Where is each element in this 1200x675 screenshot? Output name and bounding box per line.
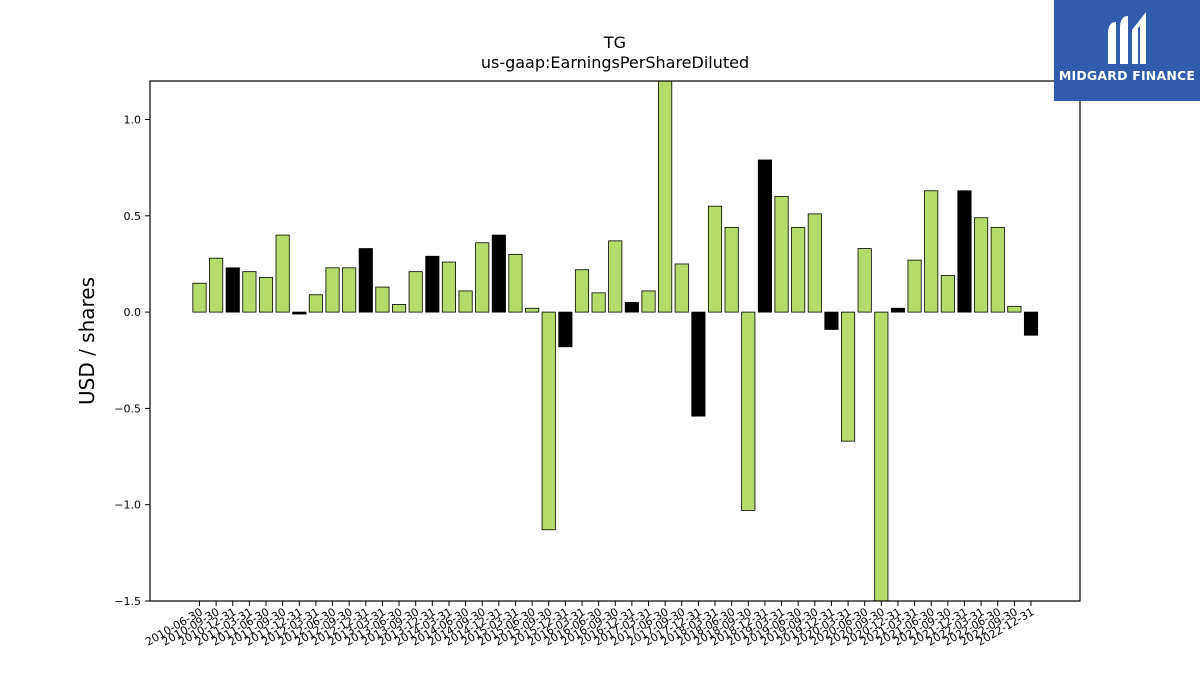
- midgard-logo-icon: [1108, 12, 1146, 64]
- bar: [392, 304, 407, 313]
- bar: [558, 311, 573, 348]
- bar: [508, 253, 523, 313]
- y-tick-label: 0.0: [124, 306, 142, 319]
- y-axis-label: USD / shares: [75, 277, 99, 405]
- y-tick-label: −1.5: [114, 595, 141, 608]
- bar: [957, 190, 972, 313]
- bar: [824, 311, 839, 330]
- bar: [940, 275, 955, 313]
- bar: [258, 277, 274, 313]
- bar: [325, 267, 340, 313]
- bar: [890, 307, 906, 313]
- bar: [741, 311, 756, 511]
- bar: [358, 248, 373, 313]
- bar: [608, 240, 623, 313]
- bar: [375, 286, 390, 313]
- bar: [707, 205, 723, 313]
- bar: [441, 261, 456, 313]
- bar: [641, 290, 656, 313]
- bar: [192, 282, 207, 313]
- bar: [757, 159, 772, 313]
- bar: [1023, 311, 1039, 336]
- bar: [691, 311, 706, 417]
- bar: [591, 292, 606, 313]
- bar: [807, 213, 822, 313]
- bar: [774, 196, 789, 313]
- bars: [192, 80, 1039, 602]
- bar: [242, 271, 257, 313]
- bar: [292, 311, 307, 315]
- bar: [624, 302, 639, 313]
- bar: [907, 259, 922, 313]
- bar: [974, 217, 989, 313]
- bar: [1007, 305, 1022, 313]
- bar: [874, 311, 889, 602]
- brand-logo-text: MIDGARD FINANCE: [1058, 68, 1196, 83]
- bar: [541, 311, 556, 531]
- bar: [990, 226, 1005, 313]
- bar: [857, 248, 872, 313]
- bar: [475, 242, 490, 313]
- y-tick-label: 0.5: [124, 210, 142, 223]
- bar: [924, 190, 939, 313]
- bar: [791, 226, 806, 313]
- bar: [458, 290, 473, 313]
- plot-frame: [149, 80, 1081, 602]
- bar: [724, 226, 739, 313]
- bar: [209, 257, 224, 313]
- bar: [841, 311, 856, 442]
- bar: [408, 271, 423, 313]
- chart-subtitle: us-gaap:EarningsPerShareDiluted: [481, 53, 749, 72]
- y-tick-label: −0.5: [114, 402, 141, 415]
- bar: [525, 307, 540, 313]
- bar: [308, 294, 323, 313]
- bar: [658, 80, 673, 313]
- bar: [674, 263, 689, 313]
- brand-logo: MIDGARD FINANCE: [1054, 0, 1200, 101]
- y-tick-label: −1.0: [114, 499, 141, 512]
- y-axis-ticks: −1.5 −1.0 −0.5 0.0 0.5 1.0: [114, 114, 150, 608]
- bar: [574, 269, 590, 313]
- x-axis-ticks: 2010-06-302010-09-302010-12-312011-03-31…: [143, 601, 1037, 649]
- bar: [275, 234, 290, 313]
- bar: [342, 267, 357, 313]
- bar: [491, 234, 506, 313]
- y-tick-label: 1.0: [124, 114, 142, 127]
- bar: [225, 267, 240, 313]
- chart-title: TG: [603, 33, 626, 52]
- bar: [425, 255, 440, 313]
